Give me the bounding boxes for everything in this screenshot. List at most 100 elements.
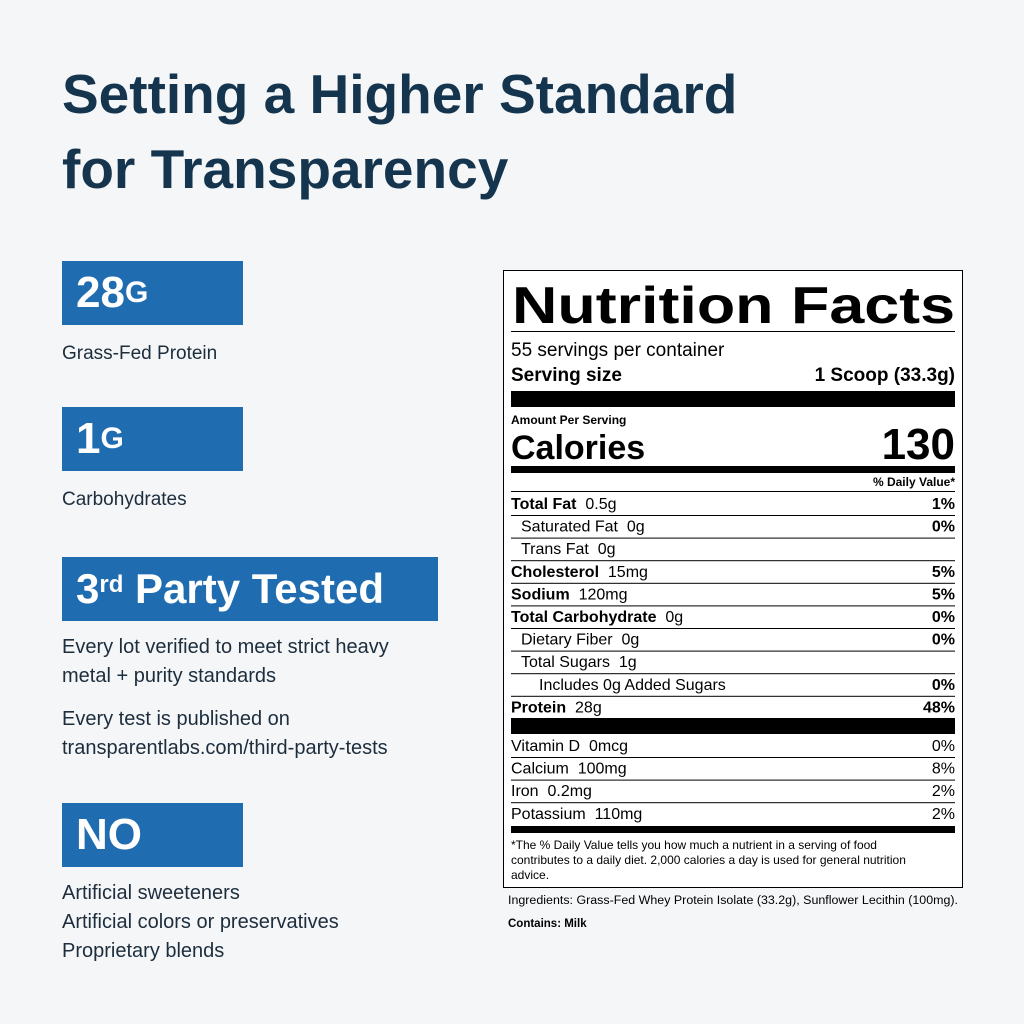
- badge-value: NO: [76, 810, 142, 859]
- footnote: contributes to a daily diet. 2,000 calor…: [511, 853, 906, 867]
- nutrient-name: Total Sugars: [521, 654, 610, 671]
- nutrient-dv: 0%: [932, 519, 955, 536]
- badge-unit: G: [100, 422, 124, 455]
- caption: Every test is published on: [62, 708, 290, 730]
- nutrient-row: Sodium 120mg: [511, 586, 627, 603]
- rule: [511, 779, 955, 781]
- label-title: Nutrition Facts: [512, 277, 955, 335]
- rule: [511, 560, 955, 562]
- nutrient-name: Includes 0g Added Sugars: [539, 677, 726, 694]
- nutrient-amount: 120mg: [579, 586, 628, 603]
- nutrient-name: Sodium: [511, 586, 570, 603]
- caption: transparentlabs.com/third-party-tests: [62, 737, 388, 759]
- title-line: Setting a Higher Standard: [62, 63, 738, 125]
- thick-rule: [511, 466, 955, 473]
- contains: Contains: Milk: [508, 918, 587, 930]
- nutrient-dv: 8%: [932, 761, 955, 778]
- nutrient-name: Saturated Fat: [521, 519, 619, 536]
- caption: Grass-Fed Protein: [62, 343, 218, 364]
- nutrient-name: Cholesterol: [511, 564, 599, 581]
- nutrient-amount: 100mg: [578, 761, 627, 778]
- title-line: for Transparency: [62, 138, 509, 200]
- caption: Artificial colors or preservatives: [62, 911, 339, 933]
- nutrient-amount: 15mg: [608, 564, 648, 581]
- rule: [511, 331, 955, 332]
- badge-value: 3: [76, 565, 100, 612]
- rule: [511, 537, 955, 539]
- nutrient-dv: 2%: [932, 783, 955, 800]
- nutrient-amount: 0g: [665, 609, 683, 626]
- nutrient-row: Cholesterol 15mg: [511, 564, 648, 581]
- rule: [511, 491, 955, 492]
- serving-size: 1 Scoop (33.3g): [815, 365, 955, 386]
- nutrient-row: Total Sugars 1g: [521, 654, 637, 671]
- dv-header: % Daily Value*: [873, 475, 955, 489]
- nutrient-row: Total Fat 0.5g: [511, 496, 617, 513]
- caption: Carbohydrates: [62, 489, 187, 510]
- rule: [511, 802, 955, 804]
- rule: [511, 757, 955, 758]
- thick-rule: [511, 391, 955, 407]
- rule: [511, 695, 955, 697]
- nutrient-row: Saturated Fat 0g: [521, 519, 645, 536]
- badge-sup: rd: [99, 571, 124, 598]
- serving-size-label: Serving size: [511, 365, 622, 386]
- rule: [511, 605, 955, 607]
- nutrient-amount: 0.5g: [585, 496, 616, 513]
- nutrient-amount: 0g: [598, 541, 616, 558]
- badge-unit: G: [124, 276, 149, 309]
- caption: metal + purity standards: [62, 665, 276, 687]
- rule: [511, 582, 955, 584]
- rule: [511, 650, 955, 652]
- nutrient-dv: 5%: [932, 586, 955, 603]
- nutrient-name: Protein: [511, 699, 566, 716]
- nutrient-amount: 0.2mg: [547, 783, 591, 800]
- nutrient-row: Trans Fat 0g: [521, 541, 616, 558]
- nutrient-dv: 0%: [932, 677, 955, 694]
- badge: NO: [62, 803, 243, 867]
- nutrient-row: Total Carbohydrate 0g: [511, 609, 683, 626]
- badge-value: 1: [76, 414, 101, 463]
- nutrient-row: Calcium 100mg: [511, 761, 627, 778]
- nutrient-name: Vitamin D: [511, 738, 580, 755]
- footnote: advice.: [511, 868, 549, 882]
- caption: Every lot verified to meet strict heavy: [62, 636, 389, 658]
- nutrient-name: Potassium: [511, 806, 586, 823]
- nutrient-row: Includes 0g Added Sugars: [539, 677, 726, 694]
- nutrient-dv: 5%: [932, 564, 955, 581]
- badge: 28 G: [62, 261, 243, 325]
- nutrient-amount: 0mcg: [589, 738, 628, 755]
- nutrient-dv: 0%: [932, 738, 955, 755]
- nutrient-amount: 110mg: [595, 806, 643, 823]
- badge-value: 28: [76, 268, 125, 317]
- nutrient-amount: 0g: [627, 519, 645, 536]
- nutrient-dv: 0%: [932, 632, 955, 649]
- badge-text: Party Tested: [135, 565, 385, 612]
- label-box: [503, 270, 963, 888]
- calories: 130: [882, 420, 955, 469]
- ingredients: Ingredients: Grass-Fed Whey Protein Isol…: [508, 895, 958, 907]
- nutrient-dv: 0%: [932, 609, 955, 626]
- nutrient-row: Dietary Fiber 0g: [521, 632, 639, 649]
- rule: [511, 628, 955, 629]
- nutrient-name: Trans Fat: [521, 541, 589, 558]
- rule: [511, 515, 955, 516]
- nutrient-name: Iron: [511, 783, 539, 800]
- footnote: *The % Daily Value tells you how much a …: [511, 838, 877, 852]
- amount-per-serving: Amount Per Serving: [511, 413, 626, 427]
- nutrient-dv: 48%: [923, 699, 955, 716]
- caption: Artificial sweeteners: [62, 882, 240, 904]
- caption: Proprietary blends: [62, 940, 225, 962]
- nutrient-name: Total Carbohydrate: [511, 609, 657, 626]
- nutrient-row: Protein 28g: [511, 699, 602, 716]
- nutrient-amount: 0g: [621, 632, 639, 649]
- nutrient-name: Calcium: [511, 761, 569, 778]
- rule: [511, 673, 955, 675]
- nutrient-dv: 2%: [932, 806, 955, 823]
- thick-rule: [511, 826, 955, 833]
- thick-rule: [511, 718, 955, 734]
